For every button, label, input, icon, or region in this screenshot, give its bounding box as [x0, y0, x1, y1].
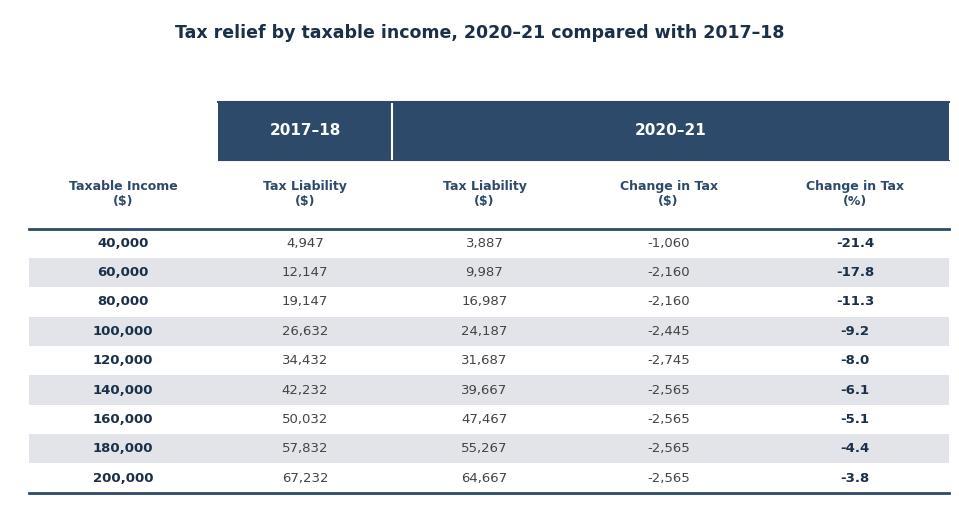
Bar [29, 405, 949, 434]
Text: 160,000: 160,000 [93, 413, 153, 426]
Text: 180,000: 180,000 [93, 442, 153, 455]
Text: -2,745: -2,745 [647, 354, 690, 367]
Text: 67,232: 67,232 [282, 471, 328, 485]
Bar [29, 375, 949, 405]
Bar [29, 434, 949, 463]
Text: 24,187: 24,187 [461, 325, 507, 338]
Text: 16,987: 16,987 [461, 296, 507, 308]
Bar [392, 102, 949, 160]
Text: 19,147: 19,147 [282, 296, 328, 308]
Text: 34,432: 34,432 [282, 354, 328, 367]
Text: -2,565: -2,565 [647, 442, 690, 455]
Text: -2,160: -2,160 [647, 266, 690, 279]
Text: -2,565: -2,565 [647, 384, 690, 397]
Text: -3.8: -3.8 [840, 471, 870, 485]
Text: 3,887: 3,887 [465, 237, 503, 250]
Text: 2020–21: 2020–21 [635, 123, 707, 138]
Text: -9.2: -9.2 [840, 325, 870, 338]
Text: 55,267: 55,267 [461, 442, 507, 455]
Text: 31,687: 31,687 [461, 354, 507, 367]
Text: 50,032: 50,032 [282, 413, 328, 426]
Text: 64,667: 64,667 [461, 471, 507, 485]
Text: 39,667: 39,667 [461, 384, 507, 397]
Text: -5.1: -5.1 [840, 413, 870, 426]
Text: -2,160: -2,160 [647, 296, 690, 308]
Text: 12,147: 12,147 [282, 266, 328, 279]
Bar [29, 316, 949, 346]
Bar [29, 229, 949, 258]
Text: 80,000: 80,000 [98, 296, 149, 308]
Text: -4.4: -4.4 [840, 442, 870, 455]
Text: 9,987: 9,987 [466, 266, 503, 279]
Bar [218, 102, 392, 160]
Text: -2,445: -2,445 [647, 325, 690, 338]
Text: 2017–18: 2017–18 [269, 123, 340, 138]
Text: Taxable Income
($): Taxable Income ($) [69, 180, 177, 208]
Text: 42,232: 42,232 [282, 384, 328, 397]
Bar [29, 346, 949, 375]
Text: -2,565: -2,565 [647, 413, 690, 426]
Bar [29, 463, 949, 493]
Bar [29, 288, 949, 316]
Text: -6.1: -6.1 [840, 384, 870, 397]
Text: Tax Liability
($): Tax Liability ($) [442, 180, 526, 208]
Text: 100,000: 100,000 [93, 325, 153, 338]
Text: -11.3: -11.3 [836, 296, 875, 308]
Bar [29, 258, 949, 288]
Text: 140,000: 140,000 [93, 384, 153, 397]
Text: 4,947: 4,947 [286, 237, 324, 250]
Bar [29, 102, 218, 160]
Text: -17.8: -17.8 [836, 266, 875, 279]
Text: 26,632: 26,632 [282, 325, 328, 338]
Text: 120,000: 120,000 [93, 354, 153, 367]
Bar [29, 160, 949, 229]
Text: -8.0: -8.0 [840, 354, 870, 367]
Text: -1,060: -1,060 [647, 237, 690, 250]
Text: 57,832: 57,832 [282, 442, 328, 455]
Text: Change in Tax
(%): Change in Tax (%) [806, 180, 904, 208]
Text: Tax relief by taxable income, 2020–21 compared with 2017–18: Tax relief by taxable income, 2020–21 co… [175, 24, 784, 42]
Text: -2,565: -2,565 [647, 471, 690, 485]
Text: 200,000: 200,000 [93, 471, 153, 485]
Text: 40,000: 40,000 [98, 237, 149, 250]
Text: Change in Tax
($): Change in Tax ($) [620, 180, 717, 208]
Text: 60,000: 60,000 [98, 266, 149, 279]
Text: 47,467: 47,467 [461, 413, 507, 426]
Text: Tax Liability
($): Tax Liability ($) [263, 180, 347, 208]
Text: -21.4: -21.4 [836, 237, 875, 250]
